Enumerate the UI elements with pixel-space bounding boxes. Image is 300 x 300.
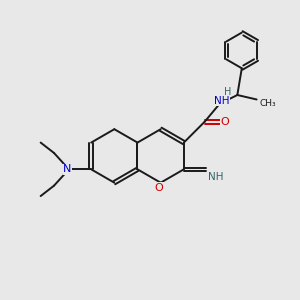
Text: O: O: [155, 183, 164, 193]
Text: H: H: [224, 87, 232, 97]
Text: O: O: [220, 117, 229, 127]
Text: N: N: [63, 164, 72, 174]
Text: NH: NH: [208, 172, 223, 182]
Text: NH: NH: [214, 96, 230, 106]
Text: CH₃: CH₃: [259, 98, 276, 107]
